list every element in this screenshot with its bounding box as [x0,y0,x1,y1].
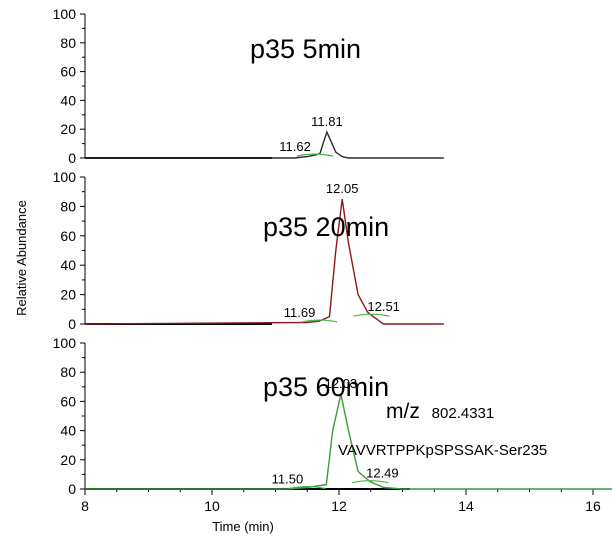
peak-label: 12.03 [325,376,358,391]
chromatogram-trace [85,130,444,159]
mz-prefix: m/z [386,400,420,423]
y-axis-title: Relative Abundance [14,200,29,316]
chromatogram-trace [84,199,444,325]
y-tick-label: 20 [60,121,76,137]
y-tick-label: 80 [60,35,76,51]
peak-label: 11.62 [279,139,311,154]
minor-peak-trace [301,319,338,323]
peptide-sequence: VAVVRTPPKpSPSSAK-Ser235 [338,442,547,459]
chart-panel-3: 0 20 40 60 80 100 8 10 12 14 16 Time (min) 12.03 11.5… [53,335,612,534]
y-tick-label: 80 [60,198,76,214]
peak-label: 12.49 [366,466,399,481]
y-tick-label: 60 [60,64,76,80]
y-tick-label: 0 [68,150,76,166]
mz-value: 802.4331 [432,405,495,422]
minor-peak-trace [289,485,326,490]
y-tick-label: 20 [60,452,76,468]
y-tick-label: 100 [53,169,77,185]
panel-title: p35 5min [250,34,361,64]
x-tick-label: 14 [458,498,474,514]
peak-label: 12.51 [367,299,400,314]
y-tick-label: 20 [60,287,76,303]
y-tick-label: 100 [53,335,77,351]
x-tick-label: 16 [585,498,601,514]
peak-label: 11.81 [311,114,343,129]
x-tick-label: 12 [331,498,347,514]
y-tick-label: 0 [68,481,76,497]
chromatogram-trace [85,393,612,490]
mz-annotation: m/z 802.4331 [386,400,494,423]
peak-label: 11.50 [272,472,304,487]
y-tick-label: 60 [60,393,76,409]
chart-panel-2: 0 20 40 60 80 100 12.05 11.69 12.51 p35 20min [53,169,444,332]
y-tick-label: 0 [68,316,76,332]
peak-label: 11.69 [284,305,316,320]
y-tick-label: 40 [60,92,76,108]
peak-label: 12.05 [326,181,359,196]
x-tick-label: 8 [81,498,89,514]
panel-title: p35 20min [263,212,389,242]
y-tick-label: 40 [60,257,76,273]
y-tick-label: 40 [60,423,76,439]
x-axis-title: Time (min) [212,519,274,534]
y-tick-label: 60 [60,228,76,244]
y-tick-label: 100 [53,6,77,22]
minor-peak-trace [296,153,334,157]
y-tick-label: 80 [60,364,76,380]
panel-title: p35 60min [263,372,389,402]
minor-peak-trace [353,313,390,317]
minor-peak-trace [351,480,389,484]
x-tick-label: 10 [204,498,220,514]
